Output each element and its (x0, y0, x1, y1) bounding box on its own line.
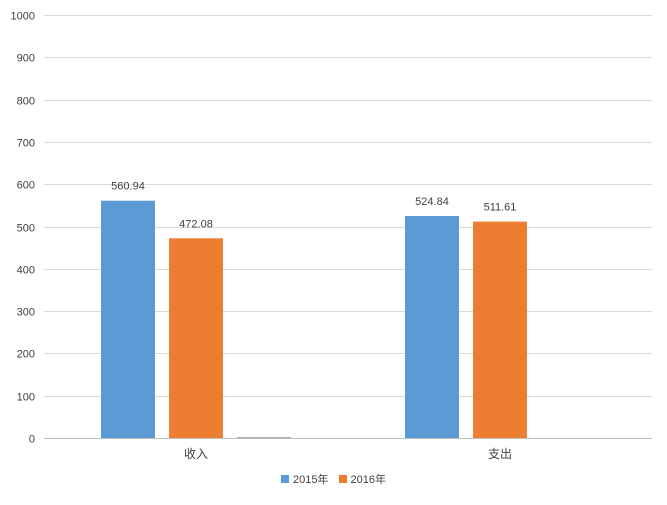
y-tick-label: 200 (17, 349, 35, 361)
data-label: 560.94 (111, 181, 145, 193)
y-tick-label: 300 (17, 307, 35, 319)
data-label: 472.08 (179, 218, 213, 230)
bar (237, 437, 291, 439)
y-tick-label: 500 (17, 223, 35, 235)
bar (473, 221, 527, 438)
legend-item-series-2: 2016年 (338, 471, 386, 487)
legend-swatch-series-2 (338, 475, 347, 483)
bars (101, 200, 527, 439)
bar (101, 200, 155, 438)
data-label: 524.84 (415, 196, 449, 208)
legend-label-series-2: 2016年 (350, 474, 386, 486)
x-tick-label: 支出 (488, 447, 512, 461)
legend: 2015年 2016年 (0, 471, 667, 487)
y-tick-label: 600 (17, 180, 35, 192)
y-tick-label: 900 (17, 53, 35, 65)
bar (405, 215, 459, 438)
legend-swatch-series-1 (281, 475, 290, 483)
legend-label-series-1: 2015年 (293, 474, 329, 486)
x-tick-label: 收入 (184, 447, 208, 461)
data-label: 511.61 (484, 202, 517, 214)
bar (169, 238, 223, 438)
y-tick-label: 100 (17, 392, 35, 404)
y-tick-label: 0 (29, 434, 35, 446)
legend-item-series-1: 2015年 (281, 471, 329, 487)
y-tick-label: 400 (17, 265, 35, 277)
y-axis-tick-labels: 0 100 200 300 400 500 600 700 800 900 1000 (11, 11, 35, 446)
x-axis-tick-labels: 收入 支出 (184, 447, 512, 461)
y-tick-label: 800 (17, 96, 35, 108)
data-labels: 560.94 472.08 524.84 511.61 (111, 181, 516, 231)
y-tick-label: 700 (17, 138, 35, 150)
y-tick-label: 1000 (11, 11, 35, 23)
